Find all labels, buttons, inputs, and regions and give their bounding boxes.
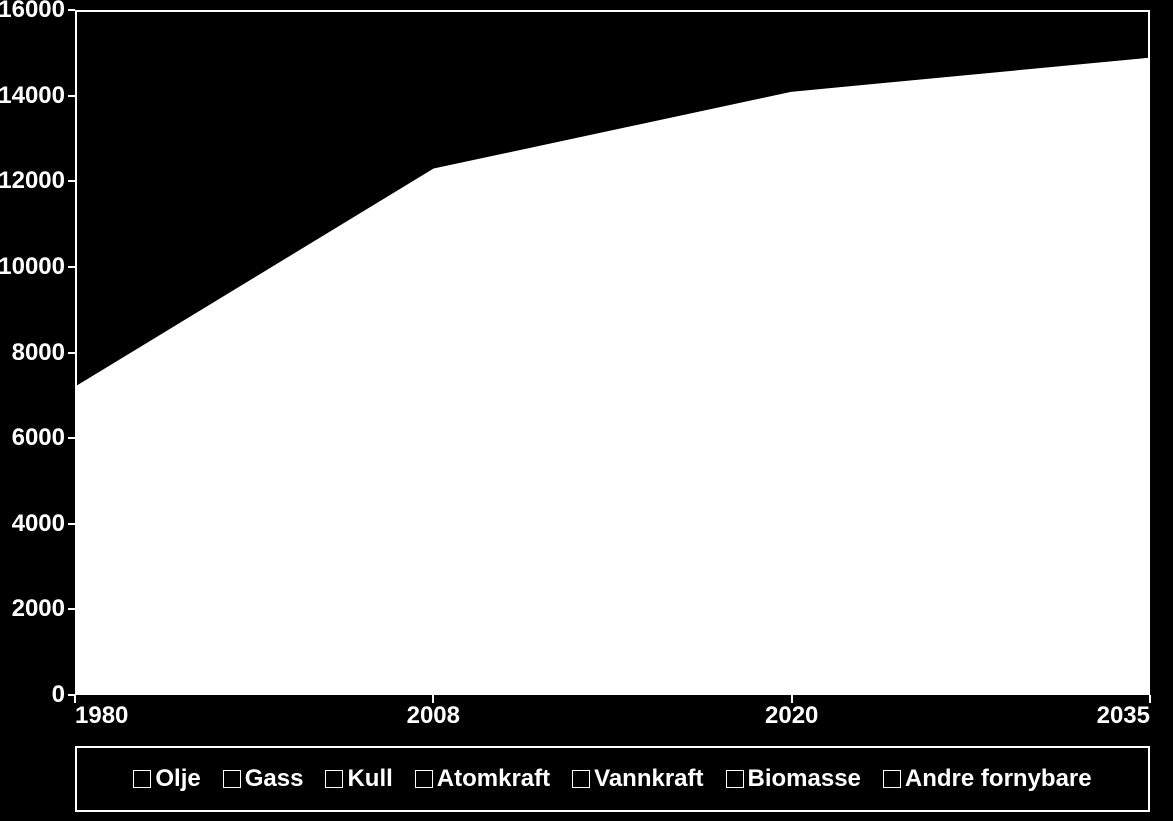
y-tick-mark xyxy=(68,9,75,11)
legend-swatch xyxy=(726,770,744,788)
area-series-total xyxy=(77,59,1148,693)
legend-label: Andre fornybare xyxy=(905,765,1092,793)
x-tick-mark xyxy=(1149,695,1151,703)
x-tick-mark xyxy=(791,695,793,703)
x-tick-label: 1980 xyxy=(75,702,128,730)
y-tick-mark xyxy=(68,523,75,525)
y-tick-label: 10000 xyxy=(0,253,65,281)
area-chart-svg xyxy=(77,12,1148,693)
y-tick-label: 0 xyxy=(0,681,65,709)
x-tick-label: 2008 xyxy=(407,702,460,730)
legend-item: Vannkraft xyxy=(572,765,703,793)
y-tick-label: 6000 xyxy=(0,424,65,452)
y-tick-mark xyxy=(68,180,75,182)
legend-item: Gass xyxy=(223,765,304,793)
y-tick-mark xyxy=(68,352,75,354)
legend-swatch xyxy=(572,770,590,788)
legend-item: Atomkraft xyxy=(415,765,550,793)
y-tick-mark xyxy=(68,266,75,268)
legend-swatch xyxy=(883,770,901,788)
legend-swatch xyxy=(223,770,241,788)
legend-swatch xyxy=(325,770,343,788)
y-tick-label: 16000 xyxy=(0,0,65,24)
plot-area xyxy=(75,10,1150,695)
legend-label: Vannkraft xyxy=(594,765,703,793)
legend-label: Atomkraft xyxy=(437,765,550,793)
legend-label: Gass xyxy=(245,765,304,793)
legend-swatch xyxy=(133,770,151,788)
y-tick-mark xyxy=(68,95,75,97)
y-tick-label: 2000 xyxy=(0,595,65,623)
y-tick-label: 14000 xyxy=(0,82,65,110)
legend-item: Kull xyxy=(325,765,392,793)
x-tick-mark xyxy=(74,695,76,703)
y-tick-mark xyxy=(68,608,75,610)
x-tick-label: 2020 xyxy=(765,702,818,730)
legend-item: Olje xyxy=(133,765,200,793)
legend-item: Andre fornybare xyxy=(883,765,1092,793)
legend-label: Biomasse xyxy=(748,765,861,793)
legend-label: Olje xyxy=(155,765,200,793)
y-tick-mark xyxy=(68,437,75,439)
y-tick-label: 4000 xyxy=(0,510,65,538)
y-tick-label: 8000 xyxy=(0,339,65,367)
x-tick-label: 2035 xyxy=(1097,702,1150,730)
legend: Olje Gass Kull Atomkraft Vannkraft Biomasse An… xyxy=(75,746,1150,812)
legend-item: Biomasse xyxy=(726,765,861,793)
legend-swatch xyxy=(415,770,433,788)
chart-container: 0 2000 4000 6000 8000 10000 12000 14000 16000 19… xyxy=(0,0,1173,821)
legend-label: Kull xyxy=(347,765,392,793)
x-tick-mark xyxy=(432,695,434,703)
y-tick-label: 12000 xyxy=(0,167,65,195)
